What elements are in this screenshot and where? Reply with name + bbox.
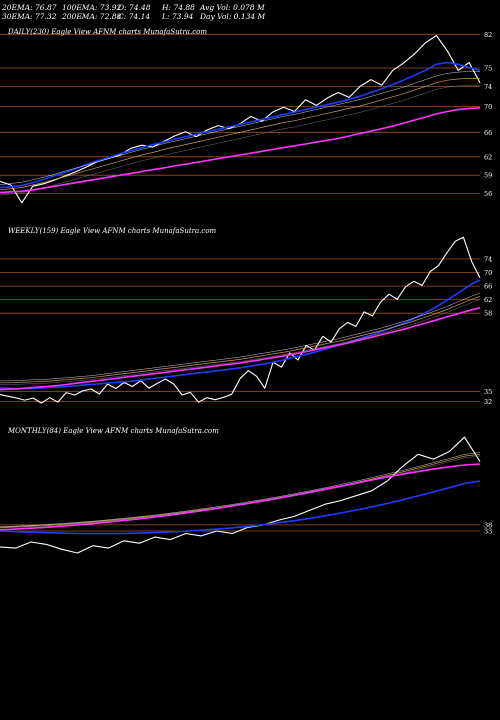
day-vol-readout: Day Vol: 0.134 M <box>200 12 266 21</box>
ema20-readout: 20EMA: 76.87 <box>2 3 57 12</box>
daily-ema-band-1 <box>0 71 480 185</box>
monthly-y-tick-label: 38 <box>484 521 492 529</box>
weekly-ema-line-3 <box>0 307 481 391</box>
open-readout: O: 74.48 <box>118 3 151 12</box>
daily-panel-title: DAILY(230) Eagle View AFNM charts Munafa… <box>7 28 207 36</box>
weekly-ema-line-2 <box>0 295 481 384</box>
monthly-ema-line-3 <box>0 463 481 531</box>
high-readout: H: 74.88 <box>162 3 195 12</box>
daily-price-line-0 <box>0 34 481 204</box>
daily-y-tick-label: 62 <box>484 153 492 161</box>
monthly-ema-line-1 <box>0 480 481 535</box>
daily-ema-line-2 <box>0 78 480 191</box>
close-readout: C: 74.14 <box>118 12 151 21</box>
daily-panel: 82 75 74 70 66 62 59 56 DAILY(230) Eagle View AF… <box>0 28 492 204</box>
daily-y-tick-label: 74 <box>484 83 492 91</box>
weekly-y-tick-label: 35 <box>484 388 492 396</box>
monthly-panel-title: MONTHLY(84) Eagle View AFNM charts Munaf… <box>7 427 219 435</box>
weekly-y-tick-label: 32 <box>484 398 492 406</box>
ema30-readout: 30EMA: 77.32 <box>2 12 57 21</box>
daily-y-tick-label: 70 <box>484 103 492 111</box>
monthly-price-line-0 <box>0 436 481 554</box>
daily-y-tick-label: 59 <box>484 172 492 180</box>
weekly-y-tick-label: 66 <box>484 283 492 291</box>
weekly-panel: 74 70 66 62 58 35 32 WEEKLY(159) Eagle View AFN… <box>0 227 492 406</box>
daily-ema-band-0 <box>0 85 480 196</box>
daily-y-tick-label: 75 <box>484 65 492 73</box>
daily-y-tick-label: 82 <box>484 31 492 39</box>
indicator-header: 20EMA: 76.87 30EMA: 77.32 100EMA: 73.92 … <box>0 0 500 22</box>
daily-ema-line-1 <box>0 61 481 189</box>
weekly-y-tick-label: 62 <box>484 296 492 304</box>
weekly-ema-line-1 <box>0 279 481 390</box>
daily-y-tick-label: 66 <box>484 129 492 137</box>
weekly-panel-title: WEEKLY(159) Eagle View AFNM charts Munaf… <box>8 227 217 235</box>
weekly-y-tick-label: 70 <box>484 269 492 277</box>
monthly-ema-band-1 <box>0 452 481 527</box>
daily-y-tick-label: 56 <box>484 190 492 198</box>
daily-ema-line-3 <box>0 107 481 194</box>
weekly-y-tick-label: 74 <box>484 255 492 263</box>
low-readout: L: 73.94 <box>162 12 194 21</box>
monthly-ema-line-2 <box>0 453 481 528</box>
ema100-readout: 100EMA: 73.92 <box>62 3 122 12</box>
monthly-y-tick-label: 33 <box>484 528 492 536</box>
weekly-y-tick-label: 58 <box>484 310 492 318</box>
avg-vol-readout: Avg Vol: 0.078 M <box>200 3 265 12</box>
weekly-price-line-0 <box>0 236 481 404</box>
ema200-readout: 200EMA: 72.88 <box>62 12 122 21</box>
weekly-ema-band-0 <box>0 299 481 385</box>
monthly-ema-band-0 <box>0 455 481 529</box>
weekly-ema-band-1 <box>0 292 481 382</box>
